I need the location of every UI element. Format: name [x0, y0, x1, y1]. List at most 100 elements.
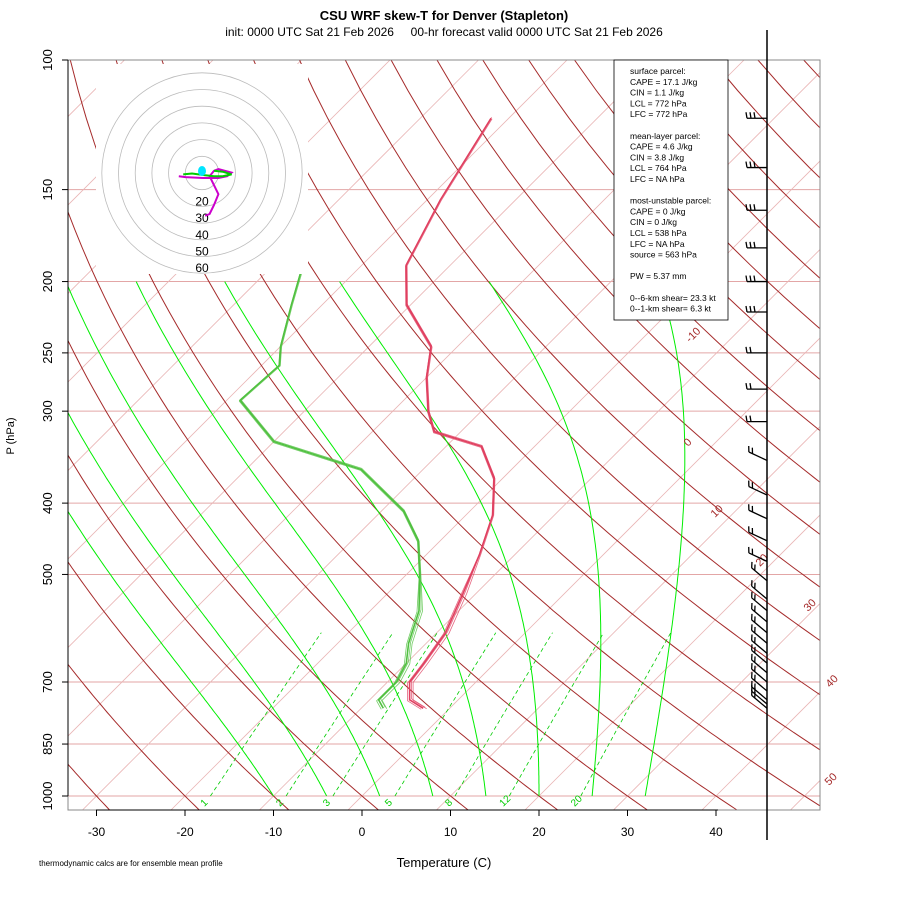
wind-barb-feather — [745, 415, 748, 422]
x-tick-label: -30 — [88, 825, 106, 839]
temperature-profile-line — [405, 117, 495, 709]
x-axis-label: Temperature (C) — [397, 855, 492, 870]
isotherm-line — [612, 602, 820, 810]
x-tick-label: -20 — [176, 825, 194, 839]
wind-barb-shaft — [751, 619, 768, 634]
stats-line: PW = 5.37 mm — [630, 271, 686, 281]
wind-barb — [751, 689, 768, 709]
wind-barb-feather — [753, 305, 756, 313]
temperature-profile-line — [406, 118, 496, 710]
wind-barb — [745, 305, 767, 313]
hodograph-trace — [178, 167, 234, 217]
x-tick-label: 0 — [359, 825, 366, 839]
y-tick-label: 400 — [40, 492, 55, 514]
mixing-ratio-label: 5 — [383, 797, 395, 809]
temperature-profile-line — [405, 119, 494, 710]
mixing-ratio-line — [210, 632, 322, 797]
footnote: thermodynamic calcs are for ensemble mea… — [39, 859, 223, 868]
isotherm-line — [347, 337, 820, 810]
chart-subtitle: init: 0000 UTC Sat 21 Feb 2026 00-hr for… — [225, 25, 663, 39]
dry-adiabat-line — [528, 60, 820, 381]
wind-barb — [748, 445, 768, 462]
stats-line: LFC = NA hPa — [630, 174, 685, 184]
stats-line: LFC = NA hPa — [630, 239, 685, 249]
stats-line: CAPE = 17.1 J/kg — [630, 77, 698, 87]
stats-line: most-unstable parcel: — [630, 196, 711, 206]
isotherm-label: 40 — [824, 673, 841, 690]
profile-lines — [238, 117, 496, 710]
wind-barb-feather — [745, 275, 748, 282]
wind-barb — [751, 644, 768, 664]
dry-adiabat-line — [207, 60, 820, 751]
y-axis-label: P (hPa) — [5, 417, 17, 454]
wind-barb — [751, 613, 768, 634]
dry-adiabat-line — [299, 60, 820, 642]
wind-barb-feather — [749, 305, 752, 313]
wind-barb-feather — [745, 305, 748, 313]
wind-barb — [751, 672, 768, 692]
mixing-ratio-line — [394, 632, 497, 797]
wind-barb-shaft — [751, 629, 768, 644]
y-tick-label: 700 — [40, 671, 55, 693]
dry-adiabat-line — [436, 60, 820, 483]
wind-barb — [748, 504, 768, 520]
y-tick-label: 250 — [40, 342, 55, 364]
isotherm-label: 10 — [709, 503, 726, 520]
wind-barb — [751, 561, 768, 582]
isotherm-label: 30 — [802, 597, 819, 614]
mixing-ratio-line — [508, 632, 604, 797]
isotherm-label: 50 — [823, 771, 840, 788]
dry-adiabat-line — [115, 60, 738, 810]
moist-adiabat-line — [644, 281, 686, 797]
stats-line: LCL = 764 hPa — [630, 163, 687, 173]
dewpoint-profile-line — [238, 274, 420, 710]
wind-barb-feather — [749, 204, 752, 211]
stats-line: CIN = 1.1 J/kg — [630, 88, 684, 98]
x-tick-label: 40 — [709, 825, 723, 839]
hodograph-ring-label: 20 — [195, 194, 209, 208]
wind-barb — [748, 526, 768, 542]
x-tick-label: 20 — [532, 825, 546, 839]
mixing-ratio-line — [285, 632, 394, 797]
dry-adiabat-line — [895, 60, 900, 812]
moist-adiabat-line — [135, 281, 434, 797]
dry-adiabat-line — [803, 60, 820, 79]
y-tick-label: 500 — [40, 564, 55, 586]
dewpoint-profile-line — [238, 273, 421, 709]
dry-adiabat-line — [711, 60, 820, 179]
isotherm-line — [258, 248, 820, 810]
hodograph-ring-label: 60 — [195, 261, 209, 275]
wind-barb-shaft — [751, 597, 768, 612]
isotherm-line — [701, 691, 820, 810]
moist-adiabat-line — [68, 510, 274, 797]
stats-line: CAPE = 4.6 J/kg — [630, 142, 693, 152]
wind-barb-shaft — [748, 531, 768, 542]
y-tick-label: 100 — [40, 49, 55, 71]
dewpoint-profile-line — [240, 273, 423, 709]
hodograph-ring-label: 40 — [195, 228, 209, 242]
stats-box-frame — [613, 59, 729, 321]
wind-barb — [748, 480, 768, 496]
hodograph-ring-label: 50 — [195, 245, 209, 259]
stats-line: 0--6-km shear= 23.3 kt — [630, 293, 716, 303]
y-tick-label: 850 — [40, 733, 55, 755]
isotherm-line — [789, 779, 820, 810]
isotherm-line — [435, 425, 820, 810]
wind-barb — [751, 663, 768, 683]
wind-barb-feather — [745, 204, 748, 211]
wind-barb — [751, 591, 768, 612]
x-tick-label: -10 — [265, 825, 283, 839]
stats-line: surface parcel: — [630, 66, 686, 76]
dry-adiabat-line — [253, 60, 820, 696]
dry-adiabat-line — [482, 60, 820, 432]
wind-barb-shaft — [751, 608, 768, 623]
isotherm-line — [68, 60, 568, 560]
stats-line: LCL = 538 hPa — [630, 228, 687, 238]
isotherm-line — [877, 60, 900, 812]
wind-barb-feather — [753, 112, 756, 119]
dry-adiabat-line — [68, 339, 469, 810]
dry-adiabat-line — [390, 60, 820, 535]
isotherm-line — [68, 60, 656, 649]
wind-barb — [745, 161, 767, 169]
y-axis: 100 150 200 250 300 400 500 700 850 1000 — [40, 49, 69, 810]
